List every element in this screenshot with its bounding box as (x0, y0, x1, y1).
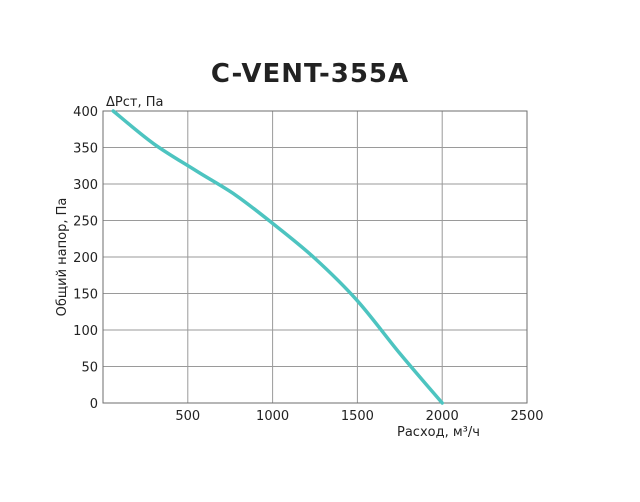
y-tick-label: 100 (73, 324, 98, 339)
series-line (111, 109, 444, 405)
x-tick-label: 500 (175, 409, 200, 424)
y-unit-label: ΔPст, Па (106, 95, 163, 110)
y-tick-label: 150 (73, 288, 98, 303)
x-tick-label: 2000 (426, 409, 459, 424)
y-tick-label: 200 (73, 251, 98, 266)
y-tick-labels: 0 50 100 150 200 250 300 350 400 (73, 105, 98, 412)
x-tick-label: 2500 (510, 409, 543, 424)
chart-title: C-VENT-355A (211, 59, 409, 89)
x-tick-label: 1500 (341, 409, 374, 424)
plot-frame (102, 110, 528, 404)
x-axis-label: Расход, м³/ч (397, 425, 480, 440)
series-group (111, 109, 444, 405)
y-tick-label: 250 (73, 215, 98, 230)
y-tick-label: 400 (73, 105, 98, 120)
y-tick-label: 350 (73, 142, 98, 157)
y-axis-label: Общий напор, Па (55, 198, 70, 317)
y-tick-label: 0 (90, 397, 98, 412)
x-tick-label: 1000 (256, 409, 289, 424)
y-tick-label: 50 (81, 361, 98, 376)
y-tick-label: 300 (73, 178, 98, 193)
x-tick-labels: 500 1000 1500 2000 2500 (175, 409, 543, 424)
